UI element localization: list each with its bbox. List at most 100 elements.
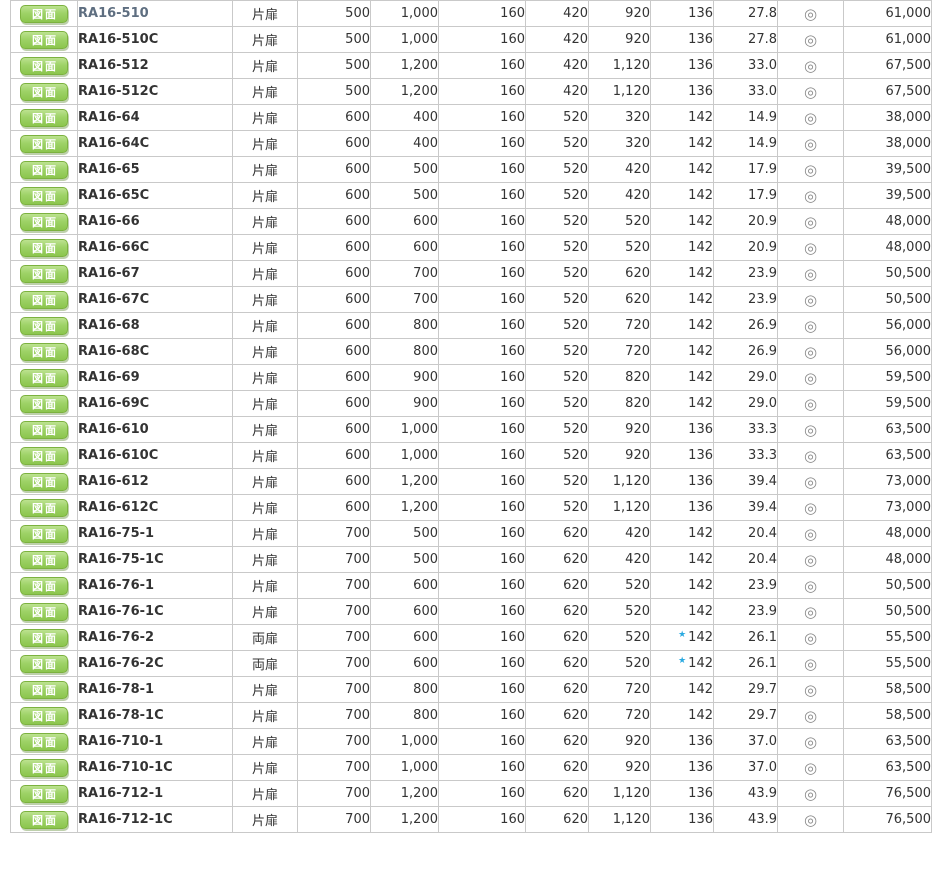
- inner-dimension-depth: 142: [650, 286, 714, 313]
- dimension-depth: 160: [438, 208, 526, 235]
- drawing-button[interactable]: 図面: [20, 238, 68, 257]
- model-link[interactable]: RA16-68: [78, 318, 140, 333]
- model-cell: RA16-612C: [77, 494, 233, 521]
- mass-value: 23.9: [713, 572, 778, 599]
- model-link[interactable]: RA16-78-1C: [78, 708, 164, 723]
- drawing-button[interactable]: 図面: [20, 82, 68, 101]
- inner-dimension-depth: 142: [650, 104, 714, 131]
- inner-dimension-depth: 142: [650, 182, 714, 209]
- drawing-button[interactable]: 図面: [20, 160, 68, 179]
- model-link[interactable]: RA16-65: [78, 162, 140, 177]
- model-link[interactable]: RA16-512C: [78, 84, 159, 99]
- drawing-button[interactable]: 図面: [20, 784, 68, 803]
- drawing-button[interactable]: 図面: [20, 498, 68, 517]
- drawing-button[interactable]: 図面: [20, 186, 68, 205]
- inner-dimension-depth: 142: [650, 546, 714, 573]
- drawing-button[interactable]: 図面: [20, 264, 68, 283]
- model-link[interactable]: RA16-69: [78, 370, 140, 385]
- dimension-depth: 160: [438, 260, 526, 287]
- inner-dimension-width: 620: [525, 546, 589, 573]
- inner-dimension-height: 320: [588, 130, 651, 157]
- drawing-button[interactable]: 図面: [20, 134, 68, 153]
- drawing-button[interactable]: 図面: [20, 680, 68, 699]
- model-link[interactable]: RA16-75-1: [78, 526, 155, 541]
- dimension-depth: 160: [438, 234, 526, 261]
- model-link[interactable]: RA16-512: [78, 58, 149, 73]
- drawing-button-cell: 図面: [10, 78, 78, 105]
- model-link[interactable]: RA16-710-1C: [78, 760, 173, 775]
- dimension-depth: 160: [438, 806, 526, 833]
- drawing-button[interactable]: 図面: [20, 316, 68, 335]
- model-link[interactable]: RA16-610C: [78, 448, 159, 463]
- inner-dimension-width: 620: [525, 780, 589, 807]
- model-link[interactable]: RA16-610: [78, 422, 149, 437]
- drawing-button[interactable]: 図面: [20, 4, 68, 23]
- model-link[interactable]: RA16-76-2C: [78, 656, 164, 671]
- model-link[interactable]: RA16-67: [78, 266, 140, 281]
- door-type: 片扉: [232, 364, 298, 391]
- drawing-button[interactable]: 図面: [20, 758, 68, 777]
- drawing-button[interactable]: 図面: [20, 602, 68, 621]
- drawing-button-label: 図面: [32, 631, 58, 645]
- drawing-button[interactable]: 図面: [20, 368, 68, 387]
- model-link[interactable]: RA16-69C: [78, 396, 150, 411]
- dimension-depth: 160: [438, 338, 526, 365]
- model-link[interactable]: RA16-66: [78, 214, 140, 229]
- drawing-button[interactable]: 図面: [20, 446, 68, 465]
- door-type: 片扉: [232, 390, 298, 417]
- model-link[interactable]: RA16-712-1: [78, 786, 164, 801]
- drawing-button[interactable]: 図面: [20, 394, 68, 413]
- drawing-button[interactable]: 図面: [20, 212, 68, 231]
- inner-dimension-height: 920: [588, 26, 651, 53]
- model-link[interactable]: RA16-510: [78, 6, 149, 21]
- model-link[interactable]: RA16-67C: [78, 292, 150, 307]
- drawing-button[interactable]: 図面: [20, 524, 68, 543]
- dimension-width: 700: [297, 546, 371, 573]
- model-link[interactable]: RA16-68C: [78, 344, 150, 359]
- model-link[interactable]: RA16-75-1C: [78, 552, 164, 567]
- model-link[interactable]: RA16-66C: [78, 240, 150, 255]
- model-cell: RA16-69: [77, 364, 233, 391]
- inner-dimension-depth: 136: [650, 494, 714, 521]
- drawing-button[interactable]: 図面: [20, 654, 68, 673]
- drawing-button[interactable]: 図面: [20, 550, 68, 569]
- dimension-width: 500: [297, 78, 371, 105]
- model-link[interactable]: RA16-64C: [78, 136, 150, 151]
- model-link[interactable]: RA16-76-1C: [78, 604, 164, 619]
- drawing-button-label: 図面: [32, 111, 58, 125]
- availability-mark: ◎: [777, 104, 844, 131]
- model-link[interactable]: RA16-76-2: [78, 630, 155, 645]
- mass-value: 23.9: [713, 260, 778, 287]
- drawing-button[interactable]: 図面: [20, 706, 68, 725]
- model-link[interactable]: RA16-612: [78, 474, 149, 489]
- model-link[interactable]: RA16-710-1: [78, 734, 164, 749]
- model-link[interactable]: RA16-612C: [78, 500, 159, 515]
- drawing-button[interactable]: 図面: [20, 810, 68, 829]
- drawing-button[interactable]: 図面: [20, 420, 68, 439]
- drawing-button[interactable]: 図面: [20, 576, 68, 595]
- model-link[interactable]: RA16-65C: [78, 188, 150, 203]
- drawing-button[interactable]: 図面: [20, 30, 68, 49]
- drawing-button[interactable]: 図面: [20, 342, 68, 361]
- model-link[interactable]: RA16-712-1C: [78, 812, 173, 827]
- drawing-button[interactable]: 図面: [20, 472, 68, 491]
- model-link[interactable]: RA16-510C: [78, 32, 159, 47]
- model-link[interactable]: RA16-78-1: [78, 682, 155, 697]
- inner-dimension-width: 620: [525, 676, 589, 703]
- model-link[interactable]: RA16-64: [78, 110, 140, 125]
- price-value: 48,000: [843, 546, 932, 573]
- mass-value: 29.7: [713, 702, 778, 729]
- drawing-button[interactable]: 図面: [20, 628, 68, 647]
- inner-dimension-height: 720: [588, 702, 651, 729]
- drawing-button[interactable]: 図面: [20, 290, 68, 309]
- drawing-button[interactable]: 図面: [20, 732, 68, 751]
- price-value: 76,500: [843, 806, 932, 833]
- dimension-depth: 160: [438, 676, 526, 703]
- model-link[interactable]: RA16-76-1: [78, 578, 155, 593]
- mass-value: 33.0: [713, 78, 778, 105]
- drawing-button[interactable]: 図面: [20, 108, 68, 127]
- availability-mark: ◎: [777, 494, 844, 521]
- door-type: 片扉: [232, 598, 298, 625]
- price-value: 50,500: [843, 572, 932, 599]
- drawing-button[interactable]: 図面: [20, 56, 68, 75]
